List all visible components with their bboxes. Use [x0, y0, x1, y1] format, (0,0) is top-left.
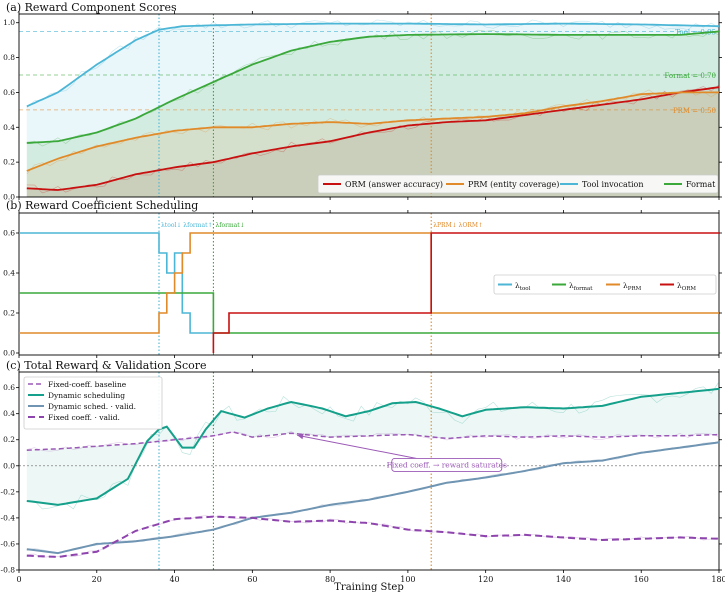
tool-area	[26, 23, 720, 197]
orm-line	[26, 86, 720, 191]
x-tick-label: 20	[92, 575, 102, 584]
y-tick-label: 0.6	[3, 229, 15, 238]
threshold-label-format: Format = 0.70	[664, 72, 716, 80]
y-tick-label: 0.4	[3, 269, 15, 278]
y-tick-label: 0.4	[3, 409, 15, 418]
dynamic-line	[26, 387, 720, 506]
threshold-label-prm: PRM = 0.50	[673, 107, 716, 115]
y-tick-label: 1.0	[3, 18, 15, 27]
phase-annotation-format: λformat↓	[215, 222, 244, 229]
prm-line	[26, 91, 719, 172]
y-tick-label: -0.6	[1, 539, 16, 548]
x-tick-label: 60	[247, 575, 257, 584]
legend-a-tool-label: Tool invocation	[582, 180, 644, 189]
threshold-label-tool: Tool = 0.95	[675, 28, 716, 36]
y-tick-label: 0.4	[3, 123, 15, 132]
plot-frame	[18, 13, 720, 198]
lambda-tool-line	[19, 232, 214, 334]
annotation-text: Fixed coeff. → reward saturates	[387, 460, 507, 469]
y-tick-label: 0.2	[3, 309, 15, 318]
x-tick-label: 80	[325, 575, 335, 584]
lambda-orm-line	[212, 232, 719, 353]
legend-a-prm-label: PRM (entity coverage)	[468, 180, 559, 189]
y-tick-label: -0.8	[1, 566, 16, 575]
y-tick-label: 0.0	[3, 461, 15, 470]
x-tick-label: 0	[16, 575, 21, 584]
y-tick-label: 0.0	[3, 193, 15, 202]
y-tick-label: -0.2	[1, 487, 16, 496]
legend-b: λtool λformat λPRM λORM	[493, 274, 717, 295]
legend-a-format-label: Format	[686, 180, 716, 189]
x-tick-label: 180	[711, 575, 725, 584]
x-tick-label: 160	[634, 575, 649, 584]
format-line	[26, 30, 720, 144]
legend-c-fixed-label: Fixed-coeff. baseline	[48, 380, 127, 389]
legend-c-dynamic-label: Dynamic scheduling	[48, 391, 125, 400]
plot-frame	[18, 212, 720, 356]
y-tick-label: 0.2	[3, 158, 15, 167]
fixvalid-raw-line	[26, 515, 720, 558]
phase-annotation-prm: λPRM↓ λORM↑	[433, 222, 483, 229]
y-tick-label: 0.6	[3, 88, 15, 97]
y-tick-label: -0.4	[1, 513, 16, 522]
legend-c: Fixed-coeff. baseline Dynamic scheduling…	[23, 376, 163, 430]
dyn_valid-line	[26, 441, 720, 555]
legend-b-orm-label: λORM	[677, 281, 696, 292]
fixed-line	[26, 431, 720, 451]
legend-a: ORM (answer accuracy) PRM (entity covera…	[317, 174, 719, 194]
tool-line	[26, 22, 720, 108]
annotation-arrowhead	[297, 433, 304, 440]
dynamic-gain-area	[26, 388, 720, 505]
y-tick-label: 0.6	[3, 383, 15, 392]
legend-b-prm-label: λPRM	[623, 281, 642, 292]
y-tick-label: 0.0	[3, 349, 15, 358]
panel-a-title: (a) Reward Component Scores	[6, 1, 177, 14]
legend-c-dynvalid-label: Dynamic sched. · valid.	[48, 402, 136, 411]
legend-b-tool-label: λtool	[515, 281, 531, 292]
x-tick-label: 100	[400, 575, 415, 584]
annotation-box	[391, 458, 503, 472]
lambda-format-line	[19, 292, 719, 334]
x-tick-label: 40	[169, 575, 179, 584]
x-tick-label: 120	[478, 575, 493, 584]
orm-area	[26, 87, 720, 197]
panel-b-title: (b) Reward Coefficient Scheduling	[6, 199, 198, 212]
panel-c-title: (c) Total Reward & Validation Score	[6, 359, 207, 372]
plot-frame	[18, 371, 720, 571]
x-tick-label: 140	[556, 575, 571, 584]
annotation-arrow	[297, 434, 422, 460]
saturation-annotation: Fixed coeff. → reward saturates	[297, 433, 507, 472]
x-axis-label: Training Step	[334, 582, 403, 593]
panel-c-total-reward: -0.8 -0.6 -0.4 -0.2 0.0 0.2 0.4 0.6 0 20 40 60 80 100…	[1, 369, 725, 584]
panel-b-coefficient-scheduling: 0.0 0.2 0.4 0.6 λtool↓ λformat↑ λformat↓ λPRM↓…	[3, 210, 722, 358]
y-tick-label: 0.2	[3, 435, 15, 444]
tool-raw-line	[26, 19, 720, 108]
format-area	[26, 31, 720, 198]
fix_valid-line	[26, 515, 720, 559]
y-tick-label: 0.8	[3, 53, 15, 62]
prm-area	[26, 92, 720, 197]
legend-a-orm-label: ORM (answer accuracy)	[345, 180, 443, 189]
panel-a-reward-components: Tool = 0.95 Format = 0.70 PRM = 0.50 0.0 0.2…	[3, 11, 722, 202]
legend-b-format-label: λformat	[569, 281, 593, 292]
phase-annotation-tool: λtool↓ λformat↑	[161, 222, 213, 229]
legend-c-fixvalid-label: Fixed coeff. · valid.	[48, 413, 120, 422]
lambda-prm-line	[19, 232, 719, 334]
